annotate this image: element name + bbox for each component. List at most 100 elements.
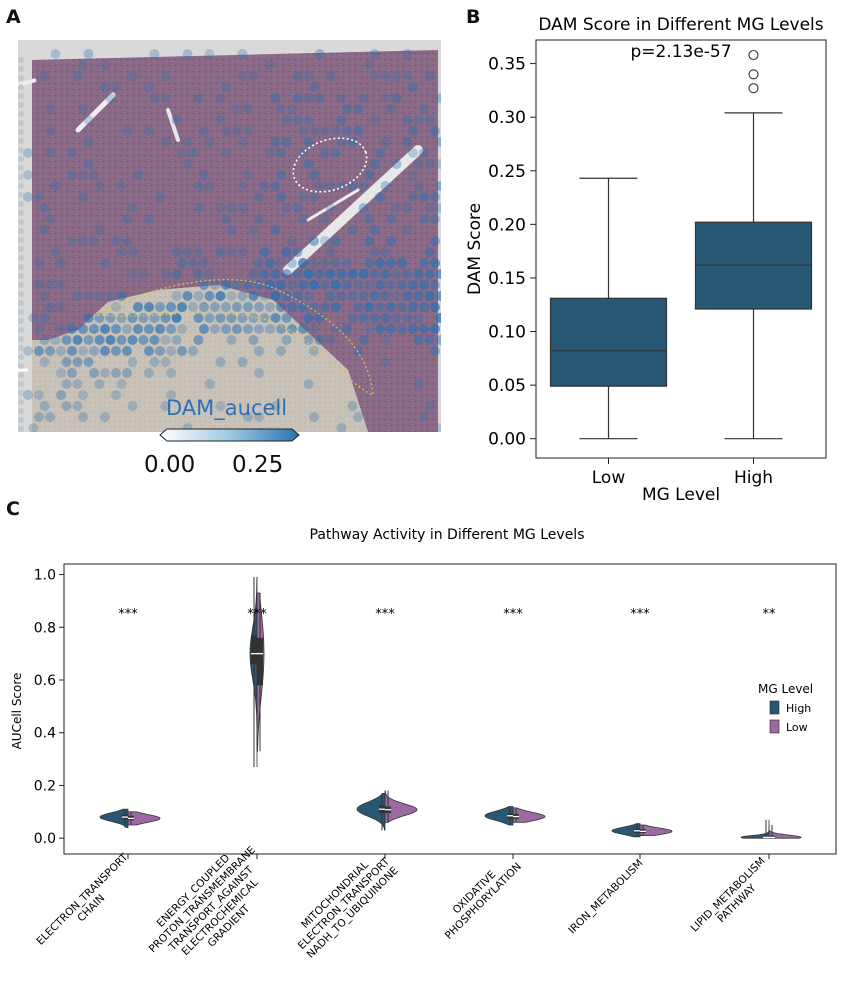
- dam-spot: [193, 269, 204, 279]
- dam-spot: [413, 379, 424, 389]
- dam-spot: [160, 357, 171, 367]
- edge-spot: [18, 147, 24, 153]
- dam-spot: [166, 390, 176, 400]
- dam-spot: [133, 324, 143, 334]
- dam-spot: [204, 379, 215, 389]
- dam-spot: [171, 247, 182, 257]
- dam-spot: [292, 291, 303, 301]
- y-axis-label-b: DAM Score: [465, 203, 485, 295]
- dam-spot: [45, 104, 55, 114]
- edge-spot: [18, 156, 24, 162]
- dam-spot: [336, 137, 347, 147]
- violin-low: [384, 790, 418, 823]
- dam-spot: [122, 126, 132, 136]
- dam-spot: [309, 346, 319, 356]
- dam-spot: [292, 269, 303, 279]
- edge-spot: [18, 327, 24, 333]
- dam-spot: [375, 280, 385, 290]
- dam-spot: [369, 313, 380, 323]
- dam-spot: [430, 258, 440, 268]
- dam-spot: [199, 324, 209, 334]
- dam-spot: [336, 291, 347, 301]
- dam-spot: [413, 335, 424, 345]
- dam-spot: [408, 192, 418, 202]
- dam-spot: [408, 126, 418, 136]
- edge-spot: [18, 93, 24, 99]
- dam-spot: [111, 368, 121, 378]
- dam-spot: [155, 302, 165, 312]
- dam-spot: [380, 71, 391, 81]
- dam-spot: [83, 137, 94, 147]
- edge-spot: [18, 75, 24, 81]
- dam-spot: [419, 280, 429, 290]
- x-tick-label-c: ENERGY_COUPLEDPROTON_TRANSMEMBRANETRANSP…: [138, 835, 284, 981]
- dam-spot: [39, 203, 50, 213]
- dam-spot: [188, 258, 198, 268]
- dam-spot: [144, 324, 154, 334]
- dam-spot: [94, 181, 105, 191]
- dam-spot: [226, 225, 237, 235]
- dam-spot: [380, 313, 391, 323]
- dam-spot: [122, 214, 132, 224]
- dam-spot: [402, 49, 413, 59]
- dam-spot: [276, 346, 286, 356]
- dam-spot: [292, 203, 303, 213]
- dam-spot: [127, 203, 138, 213]
- dam-spot: [133, 170, 143, 180]
- dam-spot: [193, 291, 204, 301]
- dam-spot: [320, 280, 330, 290]
- dam-spot: [23, 170, 33, 180]
- dam-spot: [215, 357, 226, 367]
- dam-spot: [303, 291, 314, 301]
- dam-spot: [276, 302, 286, 312]
- dam-spot: [61, 357, 72, 367]
- edge-spot: [18, 138, 24, 144]
- dam-spot: [160, 71, 171, 81]
- violin-low: [639, 824, 673, 836]
- edge-spot: [18, 372, 24, 378]
- dam-spot: [204, 137, 215, 147]
- dam-spot: [364, 60, 374, 70]
- dam-spot: [243, 104, 253, 114]
- dam-spot: [358, 93, 369, 103]
- edge-spot: [18, 336, 24, 342]
- dam-spot: [298, 214, 308, 224]
- plot-frame-c: [63, 563, 837, 855]
- dam-spot: [243, 280, 253, 290]
- dam-spot: [413, 269, 424, 279]
- dam-spot: [325, 181, 336, 191]
- inner-box: [257, 637, 263, 686]
- dam-spot: [391, 269, 402, 279]
- dam-spot: [254, 412, 264, 422]
- dam-spot: [254, 258, 264, 268]
- edge-spot: [18, 291, 24, 297]
- dam-spot: [83, 291, 94, 301]
- dam-spot: [56, 368, 66, 378]
- dam-spot: [353, 346, 363, 356]
- dam-spot: [204, 181, 215, 191]
- dam-spot: [386, 324, 396, 334]
- dam-spot: [221, 214, 231, 224]
- dam-spot: [204, 49, 215, 59]
- dam-spot: [287, 302, 297, 312]
- dam-spot: [375, 302, 385, 312]
- dam-spot: [45, 214, 55, 224]
- dam-spot: [210, 324, 220, 334]
- edge-spot: [18, 417, 24, 423]
- panel-label-b: B: [466, 6, 481, 28]
- dam-spot: [325, 203, 336, 213]
- edge-spot: [18, 273, 24, 279]
- dam-spot: [265, 302, 275, 312]
- dam-spot: [237, 71, 248, 81]
- dam-spot: [166, 324, 176, 334]
- dam-spot: [369, 247, 380, 257]
- dam-spot: [303, 71, 314, 81]
- x-tick-label-c: LIPID_METABOLISMPATHWAY: [688, 855, 776, 943]
- edge-spot: [18, 264, 24, 270]
- dam-spot: [408, 280, 418, 290]
- dam-spot: [105, 291, 116, 301]
- dam-spot: [127, 357, 138, 367]
- dam-spot: [237, 247, 248, 257]
- dam-spot: [204, 313, 215, 323]
- dam-spot: [111, 236, 121, 246]
